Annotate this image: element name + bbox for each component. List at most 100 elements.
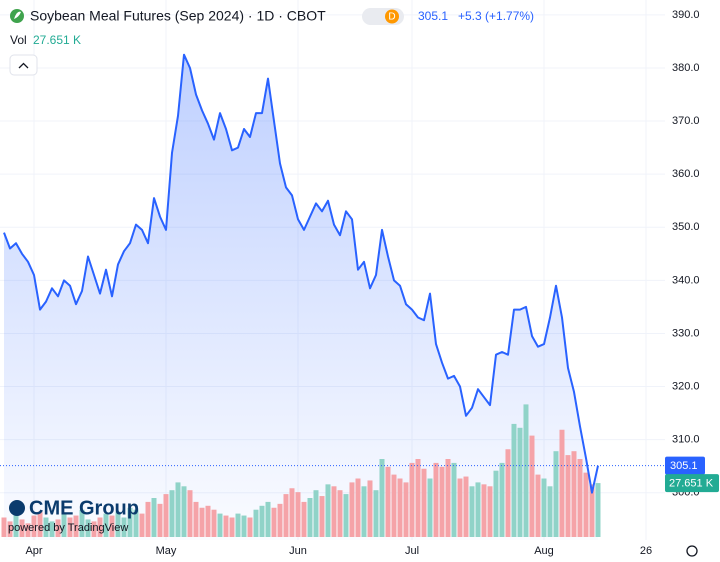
volume-bar [457, 478, 463, 537]
volume-bar [55, 519, 61, 537]
price-line [3, 53, 599, 494]
settings-icon[interactable] [686, 545, 698, 557]
volume-bar [493, 470, 499, 537]
volume-bar [403, 482, 409, 537]
x-tick-label: May [156, 545, 177, 557]
volume-bar [61, 513, 67, 537]
volume-bar [337, 490, 343, 537]
volume-bar [7, 521, 13, 537]
volume-bar [205, 505, 211, 537]
volume-bar [487, 486, 493, 537]
volume-bar [187, 490, 193, 537]
volume-bar [235, 513, 241, 537]
volume-tag [665, 474, 719, 493]
volume-bar [427, 478, 433, 537]
volume-bar [469, 486, 475, 537]
price-change: +5.3 (+1.77%) [458, 9, 534, 23]
y-tick-label: 330.0 [672, 327, 700, 339]
volume-bar [373, 490, 379, 537]
volume-bar [145, 501, 151, 537]
y-tick-label: 310.0 [672, 434, 700, 446]
volume-bar [169, 490, 175, 537]
volume-bar [91, 521, 97, 537]
volume-bar [157, 503, 163, 537]
volume-bar [559, 429, 565, 537]
volume-bar [103, 513, 109, 537]
x-tick-label: Jul [405, 545, 419, 557]
volume-bar [331, 486, 337, 537]
volume-bar [325, 484, 331, 537]
volume-bar [583, 472, 589, 537]
volume-bar [43, 517, 49, 537]
x-tick-label: Aug [534, 545, 554, 557]
volume-bar [1, 517, 7, 537]
volume-bar [349, 482, 355, 537]
volume-bar [283, 494, 289, 537]
volume-bar [343, 494, 349, 537]
volume-bar [499, 462, 505, 537]
volume-bar [319, 496, 325, 537]
volume-bar [121, 517, 127, 537]
volume-title: Vol [10, 33, 27, 47]
volume-bar [301, 501, 307, 537]
volume-bar [289, 488, 295, 537]
volume-bar [85, 519, 91, 537]
volume-bar [433, 462, 439, 537]
volume-bar [265, 501, 271, 537]
badge-dot [385, 9, 399, 24]
volume-bar [253, 509, 259, 537]
last-price-tag [665, 456, 705, 475]
volume-bar [277, 503, 283, 537]
volume-bar [13, 513, 19, 537]
volume-bar [247, 517, 253, 537]
volume-bar [529, 435, 535, 537]
x-tick-label: 26 [640, 545, 652, 557]
volume-bar [589, 484, 595, 537]
volume-bar [577, 459, 583, 537]
symbol-title: Soybean Meal Futures (Sep 2024) · 1D · C… [30, 8, 326, 24]
volume-bar [439, 466, 445, 537]
last-price-tag-text: 305.1 [670, 460, 698, 472]
volume-bar [421, 468, 427, 537]
volume-value: 27.651 K [33, 33, 81, 47]
volume-bar [367, 480, 373, 537]
volume-bar [241, 515, 247, 537]
volume-bar [109, 515, 115, 537]
x-tick-label: Jun [289, 545, 307, 557]
volume-bar [505, 449, 511, 537]
y-tick-label: 360.0 [672, 168, 700, 180]
volume-bar [295, 492, 301, 537]
volume-bar [229, 517, 235, 537]
volume-bar [571, 451, 577, 537]
volume-bar [139, 513, 145, 537]
volume-bar [385, 466, 391, 537]
y-tick-label: 380.0 [672, 62, 700, 74]
volume-bar [565, 455, 571, 537]
volume-bar [67, 517, 73, 537]
volume-bar [49, 521, 55, 537]
volume-bar [151, 498, 157, 537]
volume-bar [199, 507, 205, 537]
y-tick-label: 350.0 [672, 221, 700, 233]
volume-bar [271, 507, 277, 537]
volume-bar [451, 462, 457, 537]
volume-bar [217, 513, 223, 537]
volume-bar [409, 462, 415, 537]
y-tick-label: 340.0 [672, 274, 700, 286]
volume-bar [307, 498, 313, 537]
volume-bar [379, 459, 385, 537]
x-tick-label: Apr [25, 545, 42, 557]
logo-globe [9, 500, 25, 516]
volume-bar [97, 517, 103, 537]
volume-bar [259, 505, 265, 537]
volume-bar [445, 459, 451, 537]
volume-bar [553, 451, 559, 537]
volume-bar [79, 509, 85, 537]
collapse-button[interactable] [9, 54, 38, 76]
powered-by: powered by TradingView [8, 522, 128, 534]
volume-bar [517, 427, 523, 537]
last-price: 305.1 [418, 9, 448, 23]
volume-bar [25, 523, 31, 537]
